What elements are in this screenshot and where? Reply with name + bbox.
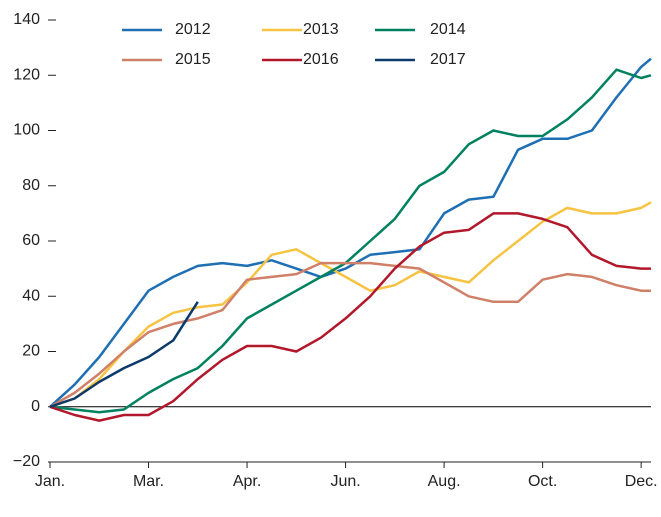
- series-line: [49, 68, 652, 414]
- y-tick-label: 140: [13, 11, 40, 28]
- y-tick-label: 0: [31, 398, 40, 415]
- x-tick-label: Oct.: [528, 473, 557, 490]
- x-tick-label: Aug.: [428, 473, 461, 490]
- x-tick-label: Dec.: [625, 473, 658, 490]
- x-tick-label: Jan.: [35, 473, 65, 490]
- series-line: [49, 261, 651, 408]
- series-line: [49, 212, 651, 422]
- y-tick-label: 40: [22, 287, 40, 304]
- legend-label: 2015: [175, 51, 211, 68]
- legend-label: 2016: [303, 51, 339, 68]
- y-tick-label: 20: [22, 343, 40, 360]
- y-tick-label: −20: [13, 453, 40, 470]
- legend-label: 2014: [430, 21, 466, 38]
- y-tick-label: 100: [13, 122, 40, 139]
- y-tick-label: 80: [22, 177, 40, 194]
- legend-label: 2012: [175, 21, 211, 38]
- x-tick-label: Mar.: [133, 473, 164, 490]
- legend-label: 2017: [430, 51, 466, 68]
- legend-label: 2013: [303, 21, 339, 38]
- series-line: [49, 201, 652, 408]
- series-line: [49, 57, 652, 408]
- x-tick-label: Apr.: [233, 473, 261, 490]
- series-line: [49, 301, 199, 408]
- y-tick-label: 120: [13, 66, 40, 83]
- y-tick-label: 60: [22, 232, 40, 249]
- x-tick-label: Jun.: [330, 473, 360, 490]
